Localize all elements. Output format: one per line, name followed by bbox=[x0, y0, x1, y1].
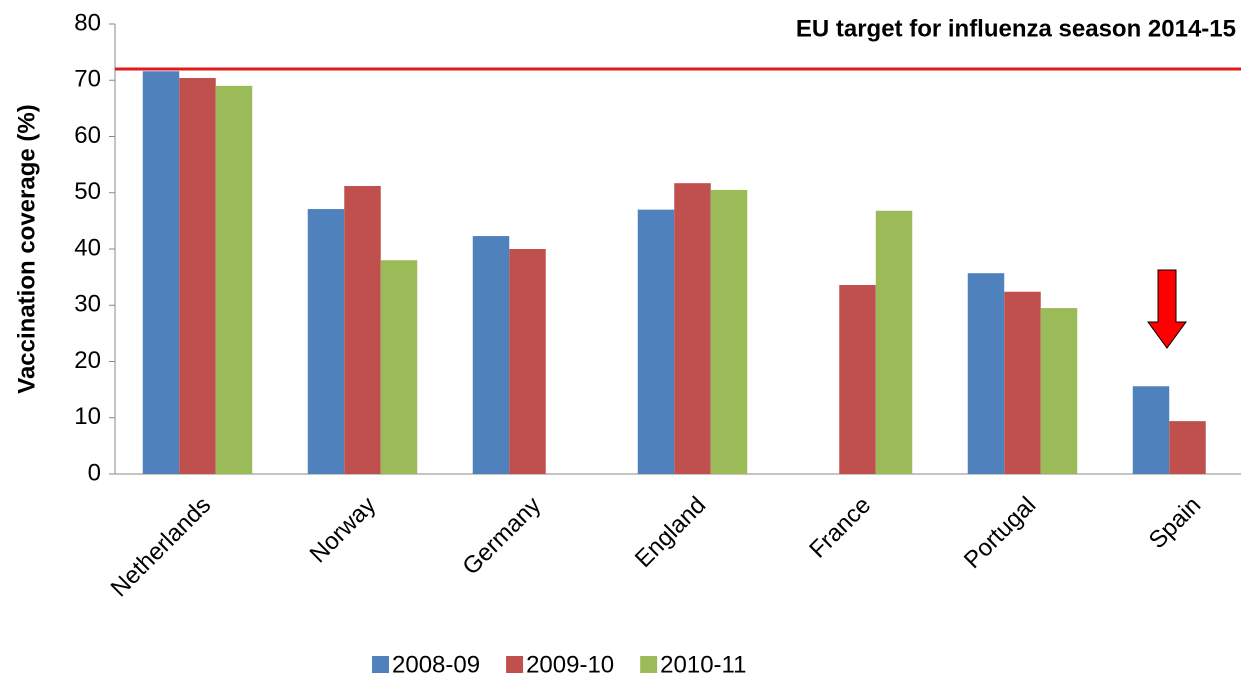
x-tick-label: Spain bbox=[1144, 492, 1207, 555]
legend-label: 2009-10 bbox=[526, 651, 614, 678]
x-tick-label: Norway bbox=[305, 492, 382, 569]
bar bbox=[142, 71, 180, 474]
bar bbox=[839, 285, 876, 474]
x-tick-label: Portugal bbox=[959, 492, 1041, 574]
y-tick-label: 10 bbox=[74, 403, 101, 430]
legend-swatch bbox=[506, 656, 524, 673]
y-tick-label: 60 bbox=[74, 122, 101, 149]
arrow bbox=[1147, 269, 1187, 349]
bar bbox=[967, 273, 1005, 474]
bar bbox=[380, 260, 418, 474]
x-tick-label: Netherlands bbox=[106, 492, 217, 603]
y-tick-label: 0 bbox=[88, 459, 101, 486]
x-tick-label: Germany bbox=[457, 492, 546, 581]
bar bbox=[875, 210, 913, 474]
bar bbox=[1132, 386, 1170, 474]
bar bbox=[1169, 421, 1206, 474]
bar bbox=[179, 78, 216, 474]
y-axis-title: Vaccination coverage (%) bbox=[13, 104, 40, 393]
bar bbox=[637, 209, 675, 474]
bar bbox=[215, 85, 253, 474]
legend-label: 2008-09 bbox=[392, 651, 480, 678]
x-tick-label: England bbox=[630, 492, 711, 573]
y-tick-label: 70 bbox=[74, 66, 101, 93]
bar bbox=[472, 236, 510, 474]
bar bbox=[1004, 291, 1041, 474]
x-tick-label: France bbox=[804, 492, 876, 564]
y-tick-label: 40 bbox=[74, 234, 101, 261]
bar bbox=[710, 189, 748, 474]
bar bbox=[344, 186, 381, 474]
legend-label: 2010-11 bbox=[660, 651, 746, 678]
annotation: EU target for influenza season 2014-15 bbox=[796, 15, 1236, 42]
y-tick-label: 50 bbox=[74, 178, 101, 205]
bar bbox=[674, 183, 711, 474]
y-tick-label: 80 bbox=[74, 9, 101, 36]
legend-swatch bbox=[372, 656, 389, 673]
bar bbox=[307, 209, 345, 474]
bar bbox=[509, 249, 546, 474]
legend-swatch bbox=[640, 656, 658, 673]
bar bbox=[1040, 308, 1078, 474]
y-tick-label: 20 bbox=[74, 347, 101, 374]
y-tick-label: 30 bbox=[74, 291, 101, 318]
